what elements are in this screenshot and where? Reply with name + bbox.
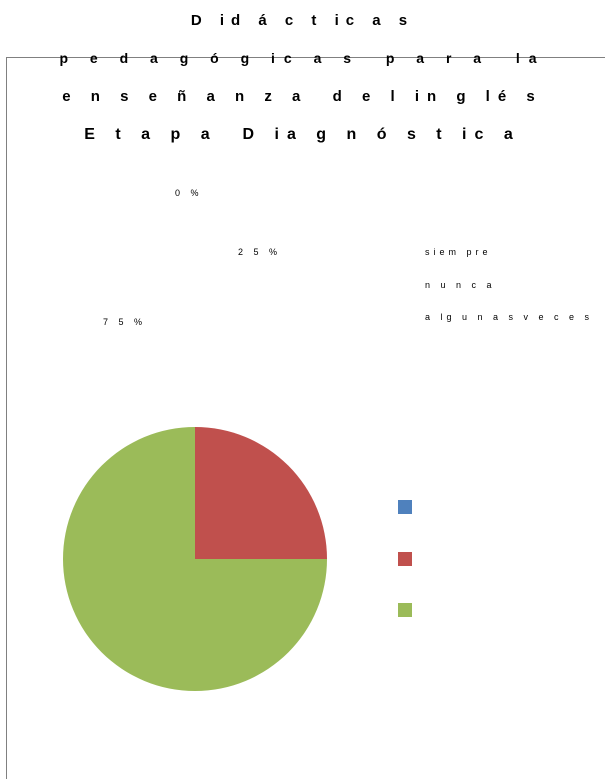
chart-frame-left [6,57,7,779]
legend-swatch-2 [398,603,412,617]
data-label-siempre: 0 % [175,188,203,198]
legend-label-siempre: siem pre [425,247,492,257]
data-label-algunas-veces: 7 5 % [103,317,147,327]
legend-label-nunca: n u n c a [425,280,496,290]
pie-slice-2 [63,427,327,691]
chart-title-line-2: p e d a g ó g ic a s p a r a la [59,50,546,66]
legend-swatch-1 [398,552,412,566]
pie-slice-1 [195,427,327,559]
chart-title-line-4: E t a p a D ia g n ó s t ic a [84,126,521,143]
legend-swatch-0 [398,500,412,514]
chart-frame-top [6,57,605,58]
chart-title-line-3: e n s e ñ a n z a d e l in g lé s [62,88,543,105]
chart-title-line-1: D id á c t ic a s [190,12,415,29]
data-label-nunca: 2 5 % [238,247,282,257]
legend-label-algunas-veces: a lg u n a s v e c e s [425,312,594,322]
